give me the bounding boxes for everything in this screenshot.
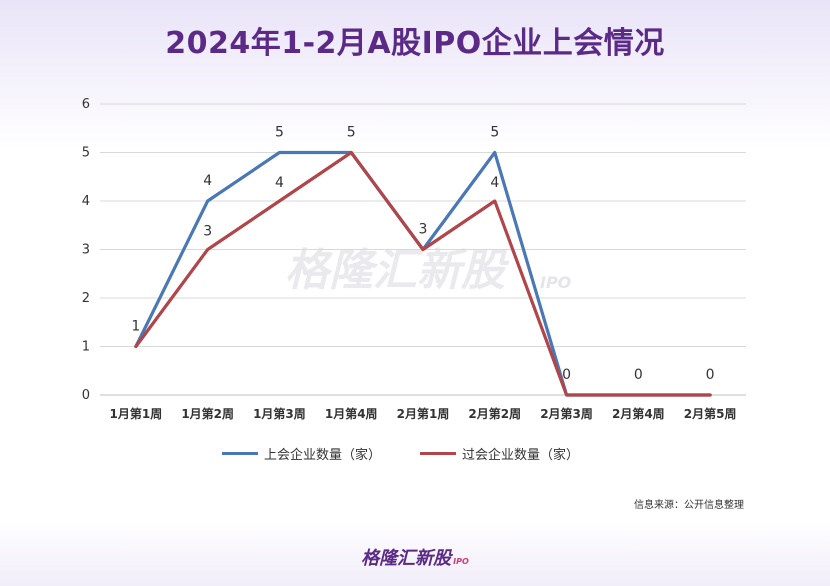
- data-label-listed-0: 1: [131, 319, 140, 335]
- y-tick-label-0: 0: [82, 388, 90, 403]
- data-label-listed-7: 0: [634, 367, 643, 383]
- x-tick-label-6: 2月第3周: [540, 406, 593, 421]
- x-tick-label-2: 1月第3周: [253, 406, 306, 421]
- x-tick-label-4: 2月第1周: [397, 406, 450, 421]
- y-tick-label-5: 5: [82, 146, 90, 161]
- watermark-text: 格隆汇新股: [285, 245, 510, 296]
- data-label-approved-5: 4: [490, 175, 499, 191]
- x-tick-label-1: 1月第2周: [181, 406, 234, 421]
- page-title: 2024年1-2月A股IPO企业上会情况: [165, 26, 665, 61]
- legend-item-listed: 上会企业数量（家）: [222, 444, 381, 463]
- y-tick-label-2: 2: [82, 291, 90, 306]
- x-tick-label-0: 1月第1周: [110, 406, 163, 421]
- footer-logo: 格隆汇新股 IPO: [0, 544, 830, 570]
- y-tick-label-1: 1: [82, 340, 90, 355]
- data-label-listed-1: 4: [203, 173, 212, 189]
- data-label-listed-2: 5: [275, 125, 284, 141]
- data-label-approved-1: 3: [203, 224, 212, 240]
- series-line-1: [134, 150, 712, 397]
- watermark-suffix: IPO: [540, 273, 572, 292]
- data-label-listed-3: 5: [347, 125, 356, 141]
- x-tick-label-3: 1月第4周: [325, 406, 378, 421]
- legend-swatch-listed: [222, 452, 258, 455]
- data-label-listed-5: 5: [490, 125, 499, 141]
- legend-label-listed: 上会企业数量（家）: [264, 448, 382, 463]
- y-tick-label-4: 4: [82, 194, 90, 209]
- x-tick-label-8: 2月第5周: [684, 406, 737, 421]
- legend-item-approved: 过会企业数量（家）: [420, 444, 579, 463]
- data-label-listed-4: 3: [419, 222, 428, 238]
- x-tick-label-7: 2月第4周: [612, 406, 665, 421]
- legend-swatch-approved: [420, 452, 456, 455]
- legend-label-approved: 过会企业数量（家）: [462, 448, 580, 463]
- y-tick-label-6: 6: [82, 97, 90, 112]
- y-tick-label-3: 3: [82, 243, 90, 258]
- data-label-approved-2: 4: [275, 175, 284, 191]
- x-tick-label-5: 2月第2周: [468, 406, 521, 421]
- data-label-listed-8: 0: [706, 367, 715, 383]
- data-label-listed-6: 0: [562, 367, 571, 383]
- source-note: 信息来源：公开信息整理: [634, 500, 744, 511]
- footer-logo-suffix: IPO: [453, 557, 469, 566]
- footer-logo-text: 格隆汇新股: [361, 548, 452, 569]
